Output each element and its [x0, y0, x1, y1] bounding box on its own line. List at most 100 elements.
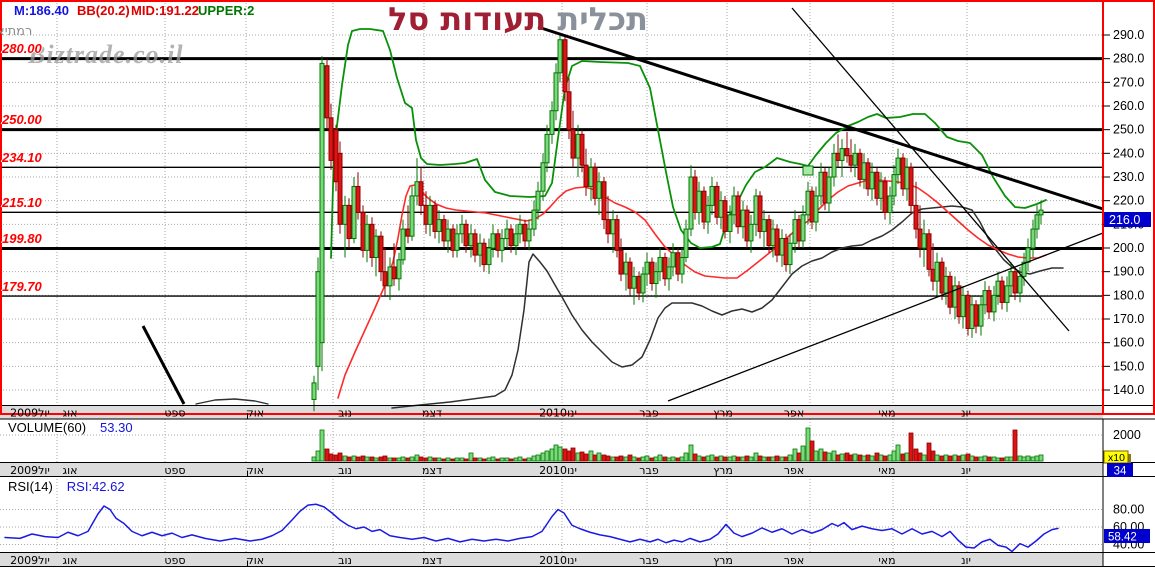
price-level-label-234: 234.10	[2, 150, 42, 165]
volume-bar	[770, 456, 776, 462]
price-level-label-250: 250.00	[2, 112, 42, 127]
candle-body	[735, 195, 741, 228]
volume-bar	[517, 456, 523, 462]
volume-bar	[562, 448, 568, 462]
volume-axis-label: 2000	[1113, 428, 1141, 442]
candle-body	[982, 290, 988, 306]
candle-body	[904, 167, 910, 190]
candle-body	[1030, 228, 1036, 249]
volume-bar	[735, 456, 741, 462]
trendline-1	[141, 325, 186, 405]
moving-average-line	[337, 179, 1047, 399]
volume-bar	[822, 451, 828, 462]
candle-body	[731, 195, 737, 216]
volume-bar	[557, 446, 563, 462]
price-level-label-179: 179.70	[2, 279, 42, 294]
volume-bar	[649, 457, 655, 462]
candle-body	[991, 294, 997, 313]
price-tick-label: 200.0	[1113, 241, 1144, 255]
volume-bar	[342, 455, 348, 462]
candle-body	[800, 214, 806, 242]
candle-body	[662, 256, 668, 280]
volume-bar	[544, 450, 550, 462]
volume-bar	[1038, 454, 1044, 462]
volume-bar	[882, 455, 888, 462]
volume-bar	[796, 452, 802, 462]
candle-body	[908, 167, 914, 206]
volume-bar	[913, 448, 919, 462]
volume-bar	[809, 440, 815, 462]
rsi-month-label: דצמ	[422, 554, 442, 567]
candle-body	[670, 252, 676, 268]
volume-bar	[360, 455, 366, 462]
volume-bar	[495, 458, 501, 462]
volume-last-box	[1107, 463, 1133, 477]
volume-bar	[382, 455, 388, 462]
candle-body	[709, 185, 715, 206]
volume-month-label: מאי	[878, 464, 895, 477]
volume-bar	[315, 450, 321, 462]
volume-bar	[675, 457, 681, 462]
volume-bar	[454, 457, 460, 462]
candle-body	[744, 209, 750, 242]
volume-month-label: דצמ	[422, 464, 442, 477]
volume-month-label: 2010ינו	[539, 464, 577, 477]
volume-bar	[874, 452, 880, 462]
volume-bar	[826, 452, 832, 462]
candle-body	[865, 162, 871, 190]
candle-body	[631, 275, 637, 289]
volume-bar	[683, 452, 689, 462]
candle-body	[1012, 271, 1018, 294]
volume-bar	[991, 456, 997, 462]
candle-body	[396, 259, 402, 280]
rsi-plot-area[interactable]	[0, 476, 1103, 552]
volume-bar	[472, 457, 478, 462]
candle-body	[508, 228, 514, 247]
candle-body	[995, 280, 1001, 296]
candle-body	[614, 219, 620, 251]
volume-bar	[490, 456, 496, 462]
volume-bar	[328, 453, 334, 462]
volume-bar	[324, 448, 330, 462]
volume-bar	[623, 456, 629, 462]
volume-bar	[787, 454, 793, 462]
volume-bar	[930, 450, 936, 462]
volume-bar	[614, 456, 620, 462]
candle-body	[588, 167, 594, 187]
price-month-label: אפר	[784, 407, 804, 420]
volume-bar	[999, 457, 1005, 462]
candle-body	[351, 185, 357, 240]
candle-body	[835, 152, 841, 161]
volume-bar	[709, 454, 715, 462]
price-level-label-215: 215.10	[2, 195, 42, 210]
volume-bar	[701, 456, 707, 462]
candle-body	[1038, 209, 1044, 216]
candle-body	[809, 190, 815, 223]
volume-bar	[432, 457, 438, 462]
volume-bar	[508, 458, 514, 462]
candle-body	[999, 280, 1005, 303]
candle-body	[839, 148, 845, 161]
volume-bar	[596, 452, 602, 462]
candle-body	[640, 273, 646, 294]
price-plot-area[interactable]	[0, 0, 1103, 405]
volume-bar	[852, 453, 858, 462]
volume-bar	[1030, 456, 1036, 462]
price-tick-label: 160.0	[1113, 336, 1144, 350]
volume-bar	[346, 456, 352, 462]
volume-bar	[601, 454, 607, 462]
volume-bar	[459, 457, 465, 462]
price-tick-label: 220.0	[1113, 194, 1144, 208]
candle-body	[636, 275, 642, 294]
volume-bar	[722, 456, 728, 462]
candle-body	[387, 266, 393, 287]
candle-body	[337, 152, 343, 225]
volume-bar	[337, 452, 343, 462]
candle-body	[592, 167, 598, 199]
volume-bar	[592, 454, 598, 462]
volume-bar	[952, 454, 958, 462]
volume-bar	[662, 456, 668, 462]
volume-bar	[908, 432, 914, 462]
candle-body	[718, 200, 724, 218]
